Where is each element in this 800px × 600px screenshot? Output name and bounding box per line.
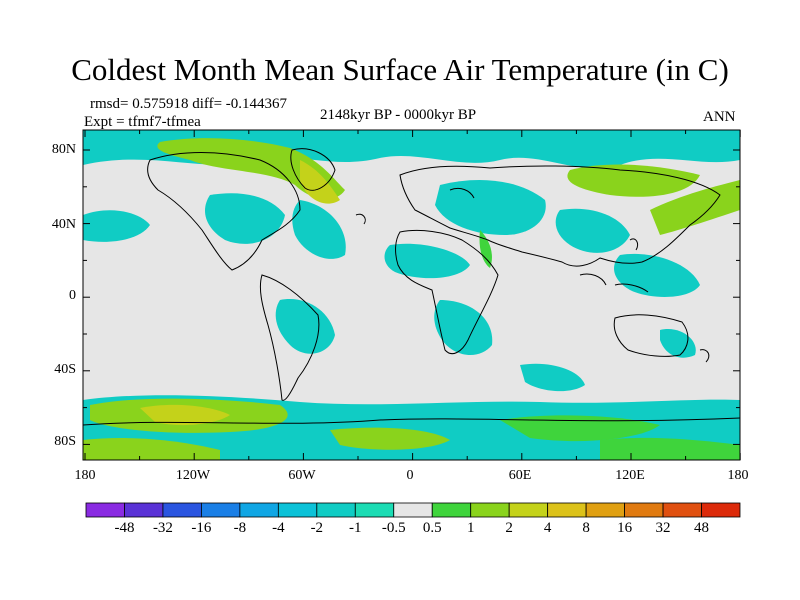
- latitude-ticks: [83, 149, 740, 445]
- lon-label-60e: 60E: [508, 468, 532, 483]
- longitude-ticks: [84, 130, 741, 460]
- stats-label: rmsd= 0.575918 diff= -0.144367: [90, 96, 288, 112]
- colorbar-label: -2: [310, 520, 324, 536]
- colorbar-box: [624, 502, 664, 518]
- colorbar-label: -0.5: [381, 520, 406, 536]
- coastlines: [83, 148, 740, 426]
- map-frame: [82, 129, 741, 461]
- colorbar-label: -8: [233, 520, 247, 536]
- anomaly-fields: [83, 130, 740, 460]
- colorbar-box: [85, 502, 125, 518]
- colorbar: [85, 502, 741, 518]
- lon-label-120w: 120W: [175, 468, 211, 483]
- colorbar-label: 32: [655, 520, 671, 536]
- colorbar-box: [393, 502, 433, 518]
- colorbar-label: -1: [349, 520, 362, 536]
- colorbar-box: [470, 502, 510, 518]
- colorbar-box: [239, 502, 279, 518]
- colorbar-box: [701, 502, 741, 518]
- lat-label-0: 0: [69, 288, 76, 303]
- lat-label-40n: 40N: [51, 217, 76, 232]
- lon-label-180w: 180: [74, 468, 96, 483]
- lat-label-80n: 80N: [51, 142, 76, 157]
- colorbar-box: [201, 502, 241, 518]
- colorbar-box: [162, 502, 202, 518]
- experiment-label: Expt = tfmf7-tfmea: [84, 114, 201, 130]
- lat-label-40s: 40S: [54, 362, 76, 377]
- colorbar-label: 1: [466, 520, 475, 536]
- season-label: ANN: [703, 109, 736, 125]
- colorbar-label: -16: [191, 520, 212, 536]
- colorbar-label: -48: [114, 520, 135, 536]
- colorbar-box: [662, 502, 702, 518]
- lon-label-60w: 60W: [288, 468, 316, 483]
- colorbar-label: -32: [152, 520, 173, 536]
- colorbar-label: 0.5: [422, 520, 442, 536]
- colorbar-box: [277, 502, 318, 518]
- colorbar-label: -4: [272, 520, 285, 536]
- colorbar-box: [124, 502, 164, 518]
- lat-label-80s: 80S: [54, 434, 76, 449]
- colorbar-label: 16: [617, 520, 633, 536]
- colorbar-box: [354, 502, 395, 518]
- period-label: 2148kyr BP - 0000kyr BP: [320, 107, 477, 123]
- colorbar-box: [585, 502, 625, 518]
- colorbar-box: [316, 502, 356, 518]
- colorbar-box: [508, 502, 549, 518]
- colorbar-label: 2: [505, 520, 513, 536]
- lon-label-180e: 180: [727, 468, 749, 483]
- lon-label-120e: 120E: [615, 468, 645, 483]
- colorbar-label: 8: [582, 520, 590, 536]
- map-title: Coldest Month Mean Surface Air Temperatu…: [71, 52, 729, 87]
- colorbar-label: 4: [543, 520, 552, 536]
- lon-label-0: 0: [406, 468, 414, 483]
- colorbar-label: 48: [694, 520, 710, 536]
- colorbar-box: [431, 502, 472, 518]
- colorbar-box: [547, 502, 587, 518]
